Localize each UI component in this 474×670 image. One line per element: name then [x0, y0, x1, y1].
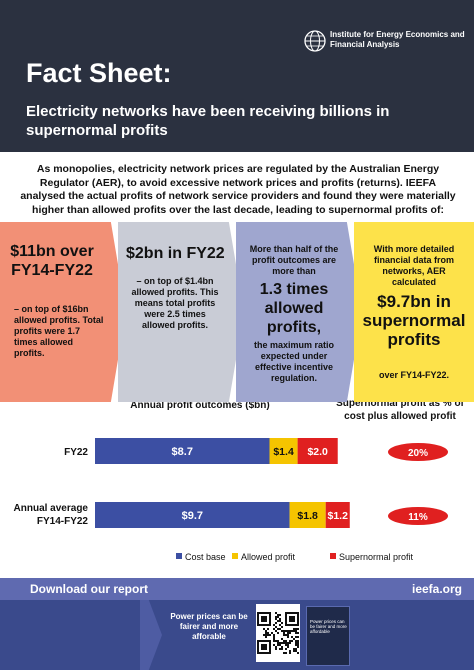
finding-2-headline: $2bn in FY22 — [126, 245, 225, 262]
promo-text: Power prices can be fairer and more affo… — [170, 612, 248, 641]
finding-3-headline: 1.3 times allowed profits, — [259, 281, 329, 336]
finding-4-headline: $9.7bn in supernormal profits — [362, 292, 466, 349]
website-link[interactable]: ieefa.org — [411, 582, 462, 596]
category-label: FY22 — [64, 447, 88, 458]
finding-3-intro: More than half of the profit outcomes ar… — [249, 244, 339, 276]
globe-logo-icon — [304, 30, 326, 52]
key-findings: $11bn over FY14-FY22 – on top of $16bn a… — [0, 222, 474, 402]
bar-value-label: $2.0 — [307, 446, 328, 458]
bar-allowed-profit — [269, 438, 298, 464]
org-name: Institute for Energy Economics and Finan… — [330, 30, 465, 49]
bar-supernormal-profit — [297, 438, 338, 464]
bar-value-label: $1.2 — [328, 510, 349, 522]
bar-value-label: $9.7 — [182, 510, 203, 522]
legend-label: Supernormal profit — [339, 552, 414, 562]
side-value-pill — [388, 443, 448, 461]
bar-allowed-profit — [289, 502, 326, 528]
header: Institute for Energy Economics and Finan… — [0, 0, 474, 152]
finding-1-headline: $11bn over FY14-FY22 — [10, 243, 94, 279]
finding-4-intro: With more detailed financial data from n… — [373, 244, 455, 287]
bar-supernormal-profit — [325, 502, 350, 528]
profit-chart: Annual profit outcomes ($bn) Supernormal … — [14, 398, 465, 562]
side-value-pill — [388, 507, 448, 525]
finding-4-detail: over FY14-FY22. — [378, 370, 450, 380]
bar-value-label: $8.7 — [172, 446, 193, 458]
side-title-line-2: cost plus allowed profit — [344, 411, 456, 422]
side-title-line-1: Supernormal profit as % of — [336, 398, 464, 409]
finding-panel-4: With more detailed financial data from n… — [354, 222, 474, 402]
page-title: Fact Sheet: — [26, 58, 172, 88]
chevron-right-icon — [140, 600, 162, 670]
download-bar: Download our report ieefa.org — [0, 578, 474, 600]
bar-cost-base — [95, 502, 290, 528]
legend-swatch — [176, 553, 182, 559]
bar-value-label: $1.8 — [297, 510, 318, 522]
finding-3-detail: the maximum ratio expected under effecti… — [253, 340, 335, 383]
legend-label: Cost base — [185, 552, 226, 562]
qr-code[interactable] — [256, 604, 300, 662]
legend-swatch — [232, 553, 238, 559]
category-label: Annual average — [14, 503, 89, 514]
finding-panel-2: $2bn in FY22 – on top of $1.4bn allowed … — [118, 222, 244, 402]
legend-label: Allowed profit — [241, 552, 296, 562]
side-value-label: 11% — [408, 512, 428, 523]
finding-panel-3: More than half of the profit outcomes ar… — [236, 222, 362, 402]
download-report-link[interactable]: Download our report — [30, 582, 148, 596]
intro-text: As monopolies, electricity network price… — [20, 163, 456, 216]
footer-promo: Power prices can be fairer and more affo… — [0, 600, 474, 670]
chart-title: Annual profit outcomes ($bn) — [130, 400, 269, 411]
bar-cost-base — [95, 438, 270, 464]
side-value-label: 20% — [408, 448, 428, 459]
page-subtitle: Electricity networks have been receiving… — [26, 103, 390, 139]
legend-swatch — [330, 553, 336, 559]
finding-1-detail: – on top of $16bn allowed profits. Total… — [14, 304, 104, 358]
bar-value-label: $1.4 — [273, 446, 294, 458]
finding-panel-1: $11bn over FY14-FY22 – on top of $16bn a… — [0, 222, 126, 402]
finding-2-detail: – on top of $1.4bn allowed profits. This… — [131, 276, 219, 330]
report-cover-title: Power prices can be fairer and more affo… — [310, 619, 347, 634]
category-label: FY14-FY22 — [37, 516, 89, 527]
report-cover-thumbnail[interactable]: Power prices can be fairer and more affo… — [306, 606, 350, 666]
